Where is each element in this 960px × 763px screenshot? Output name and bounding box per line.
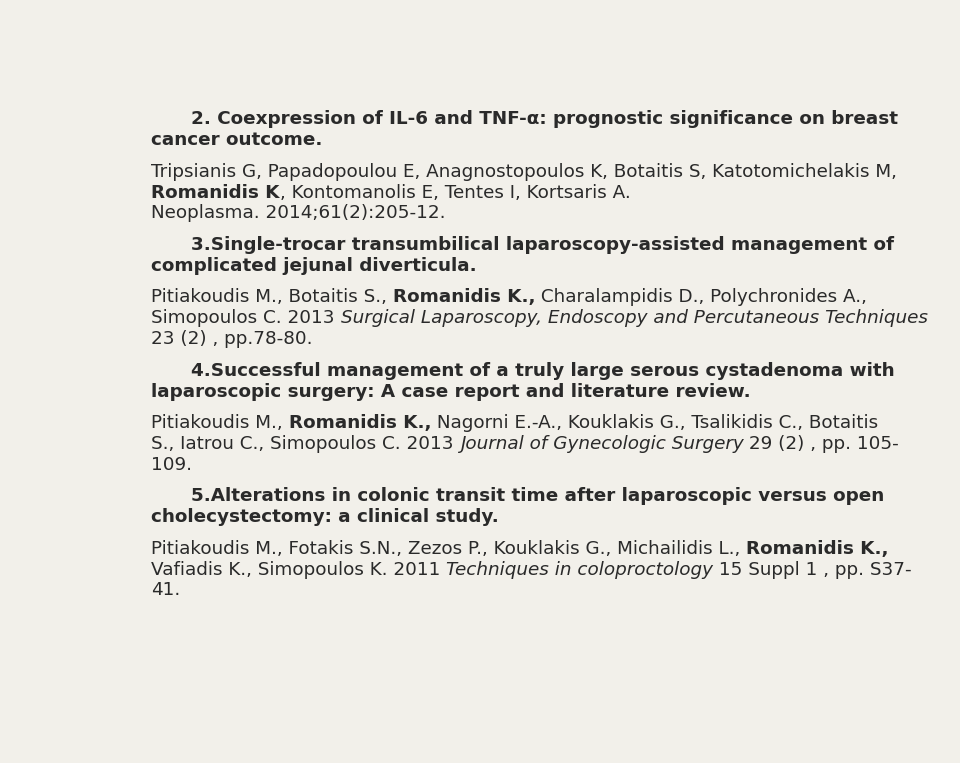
Text: complicated jejunal diverticula.: complicated jejunal diverticula. [152,257,477,275]
Text: laparoscopic surgery: A case report and literature review.: laparoscopic surgery: A case report and … [152,382,751,401]
Text: Surgical Laparoscopy, Endoscopy and Percutaneous Techniques: Surgical Laparoscopy, Endoscopy and Perc… [341,309,927,327]
Text: Romanidis K: Romanidis K [152,184,279,201]
Text: 41.: 41. [152,581,180,600]
Text: Techniques in coloproctology: Techniques in coloproctology [446,561,713,578]
Text: Pitiakoudis M., Botaitis S.,: Pitiakoudis M., Botaitis S., [152,288,393,307]
Text: cancer outcome.: cancer outcome. [152,131,323,150]
Text: 3.Single-trocar transumbilical laparoscopy-assisted management of: 3.Single-trocar transumbilical laparosco… [191,236,894,254]
Text: Neoplasma. 2014;61(2):205-12.: Neoplasma. 2014;61(2):205-12. [152,204,445,223]
Text: Nagorni E.-A., Kouklakis G., Tsalikidis C., Botaitis: Nagorni E.-A., Kouklakis G., Tsalikidis … [431,414,878,432]
Text: , Kontomanolis E, Tentes I, Kortsaris A.: , Kontomanolis E, Tentes I, Kortsaris A. [279,184,631,201]
Text: Romanidis K.,: Romanidis K., [289,414,431,432]
Text: 2. Coexpression of IL-6 and TNF-α: prognostic significance on breast: 2. Coexpression of IL-6 and TNF-α: progn… [191,111,898,128]
Text: Tripsianis G, Papadopoulou E, Anagnostopoulos K, Botaitis S, Katotomichelakis M,: Tripsianis G, Papadopoulou E, Anagnostop… [152,163,898,181]
Text: 4.Successful management of a truly large serous cystadenoma with: 4.Successful management of a truly large… [191,362,895,380]
Text: Pitiakoudis M.,: Pitiakoudis M., [152,414,289,432]
Text: Journal of Gynecologic Surgery: Journal of Gynecologic Surgery [460,435,743,453]
Text: S., Iatrou C., Simopoulos C. 2013: S., Iatrou C., Simopoulos C. 2013 [152,435,460,453]
Text: Romanidis K.,: Romanidis K., [393,288,536,307]
Text: Simopoulos C. 2013: Simopoulos C. 2013 [152,309,341,327]
Text: 15 Suppl 1 , pp. S37-: 15 Suppl 1 , pp. S37- [713,561,912,578]
Text: Pitiakoudis M., Fotakis S.N., Zezos P., Kouklakis G., Michailidis L.,: Pitiakoudis M., Fotakis S.N., Zezos P., … [152,539,746,558]
Text: cholecystectomy: a clinical study.: cholecystectomy: a clinical study. [152,508,499,526]
Text: Romanidis K.,: Romanidis K., [746,539,889,558]
Text: Charalampidis D., Polychronides A.,: Charalampidis D., Polychronides A., [536,288,868,307]
Text: Vafiadis K., Simopoulos K. 2011: Vafiadis K., Simopoulos K. 2011 [152,561,446,578]
Text: 29 (2) , pp. 105-: 29 (2) , pp. 105- [743,435,900,453]
Text: 23 (2) , pp.78-80.: 23 (2) , pp.78-80. [152,330,313,348]
Text: 5.Alterations in colonic transit time after laparoscopic versus open: 5.Alterations in colonic transit time af… [191,488,884,505]
Text: 109.: 109. [152,456,192,474]
